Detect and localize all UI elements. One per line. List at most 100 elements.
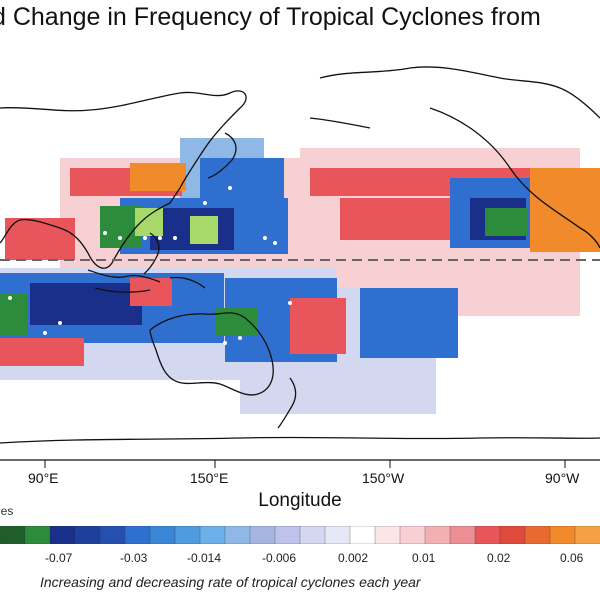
colorbar-swatch — [574, 526, 600, 544]
strong-increase-cell — [130, 177, 144, 191]
decrease-cell — [267, 348, 281, 362]
axis-ticks — [0, 459, 600, 468]
increase-cell — [98, 168, 112, 182]
faint-increase-cell — [510, 274, 524, 288]
light-green-cell — [135, 222, 149, 236]
light-green-cell — [135, 208, 149, 222]
faint-increase-cell — [130, 256, 144, 270]
faint-increase-cell — [300, 148, 314, 162]
decrease-cell — [274, 198, 288, 212]
increase-cell — [304, 340, 318, 354]
decrease-cell — [168, 329, 182, 343]
faint-increase-cell — [426, 260, 440, 274]
decrease-cell — [225, 278, 239, 292]
decrease-cell — [281, 278, 295, 292]
faint-decrease-cell — [394, 386, 408, 400]
increase-cell — [84, 182, 98, 196]
strong-decrease-cell — [30, 311, 44, 325]
increase-cell — [158, 278, 172, 292]
light-green-cell — [149, 222, 163, 236]
increase-cell — [56, 352, 70, 366]
strong-decrease-cell — [164, 222, 178, 236]
faint-increase-cell — [314, 218, 328, 232]
increase-cell — [410, 198, 424, 212]
increase-cell — [61, 246, 75, 260]
faint-increase-cell — [300, 204, 314, 218]
faint-decrease-cell — [324, 386, 338, 400]
faint-increase-cell — [398, 246, 412, 260]
faint-increase-cell — [314, 148, 328, 162]
faint-increase-cell — [228, 256, 242, 270]
faint-decrease-cell — [380, 400, 394, 414]
increase-cell — [408, 182, 422, 196]
faint-decrease-cell — [282, 386, 296, 400]
colorbar-label: 0.02 — [487, 551, 511, 565]
colorbar-swatch — [399, 526, 426, 544]
faint-decrease-cell — [352, 372, 366, 386]
faint-increase-cell — [524, 260, 538, 274]
increase-cell — [47, 246, 61, 260]
faint-increase-cell — [256, 256, 270, 270]
decrease-cell — [232, 212, 246, 226]
faint-increase-cell — [242, 256, 256, 270]
faint-decrease-cell — [140, 366, 154, 380]
strong-increase-cell — [130, 163, 144, 177]
increase-cell — [310, 168, 324, 182]
faint-decrease-cell — [240, 372, 254, 386]
increase-cell — [382, 226, 396, 240]
faint-increase-cell — [566, 148, 580, 162]
faint-increase-cell — [468, 246, 482, 260]
significance-dot — [203, 201, 207, 205]
philippines-coastline — [143, 232, 160, 275]
decrease-cell — [450, 192, 464, 206]
strong-increase-cell — [544, 238, 558, 252]
faint-increase-cell — [496, 246, 510, 260]
decrease-cell — [450, 220, 464, 234]
japan-coastline — [207, 132, 237, 179]
significant-cell — [229, 322, 243, 336]
decrease-cell — [200, 172, 214, 186]
increase-cell — [324, 182, 338, 196]
significance-dot — [238, 336, 242, 340]
faint-increase-cell — [370, 148, 384, 162]
faint-decrease-cell — [380, 386, 394, 400]
strong-increase-cell — [572, 210, 586, 224]
significant-cell — [513, 222, 527, 236]
significance-dot — [158, 236, 162, 240]
faint-increase-cell — [496, 148, 510, 162]
strong-decrease-cell — [178, 222, 192, 236]
significant-cell — [243, 322, 257, 336]
colorbar-label: 0.01 — [412, 551, 436, 565]
faint-decrease-cell — [98, 366, 112, 380]
faint-increase-cell — [566, 288, 580, 302]
faint-increase-cell — [454, 246, 468, 260]
increase-cell — [14, 338, 28, 352]
increase-cell — [19, 218, 33, 232]
faint-increase-cell — [370, 260, 384, 274]
increase-cell — [70, 182, 84, 196]
strong-increase-cell — [530, 182, 544, 196]
faint-decrease-cell — [168, 352, 182, 366]
strong-increase-cell — [544, 168, 558, 182]
increase-cell — [5, 246, 19, 260]
decrease-cell — [196, 315, 210, 329]
australia-coastline — [149, 312, 274, 396]
faint-increase-cell — [314, 204, 328, 218]
increase-cell — [5, 232, 19, 246]
faint-increase-cell — [566, 274, 580, 288]
decrease-cell — [388, 330, 402, 344]
increase-cell — [368, 226, 382, 240]
decrease-cell — [228, 158, 242, 172]
colorbar-label: -0.014 — [187, 551, 222, 565]
faint-decrease-cell — [408, 400, 422, 414]
decrease-cell — [402, 302, 416, 316]
significance-dot — [173, 236, 177, 240]
faint-decrease-cell — [408, 386, 422, 400]
strong-decrease-cell — [86, 311, 100, 325]
decrease-cell — [274, 240, 288, 254]
strong-decrease-cell — [86, 297, 100, 311]
faint-increase-cell — [88, 214, 102, 228]
faint-increase-cell — [370, 274, 384, 288]
increase-cell — [382, 198, 396, 212]
strong-increase-cell — [586, 168, 600, 182]
